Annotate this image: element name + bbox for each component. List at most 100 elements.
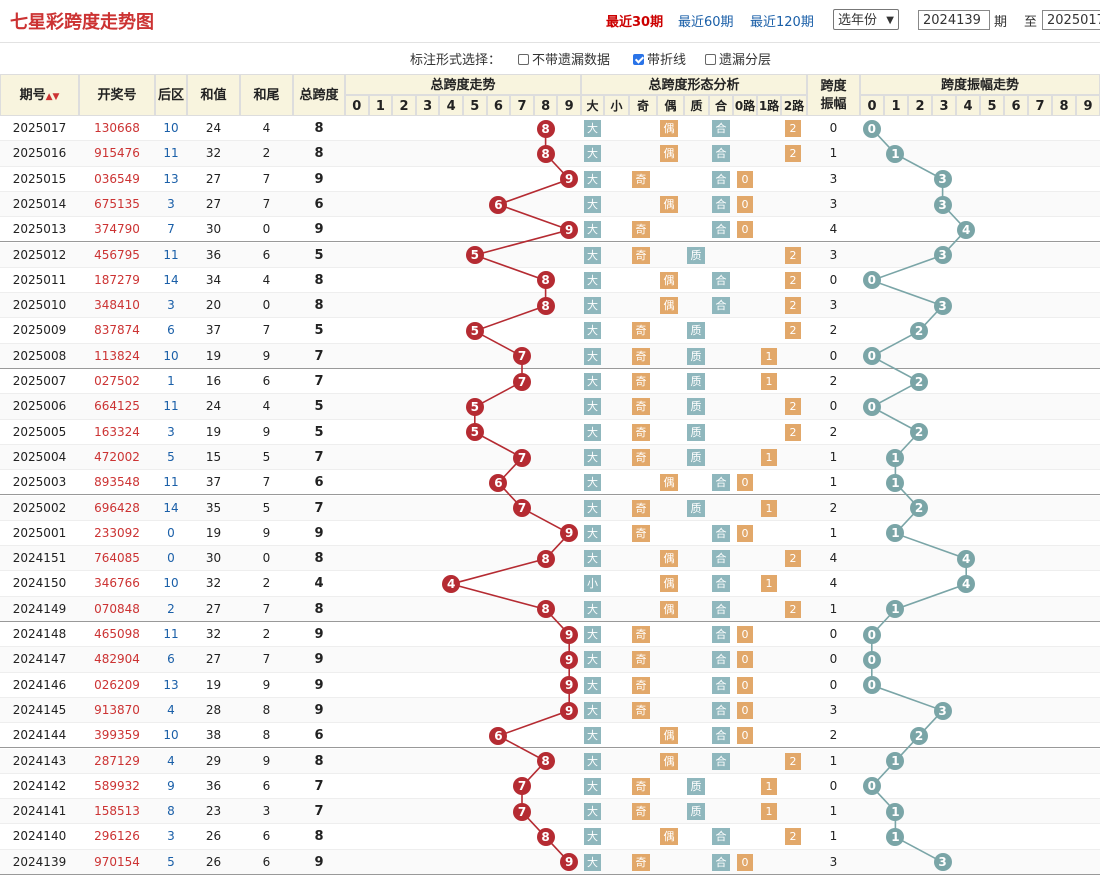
tail-cell: 7 <box>262 196 271 211</box>
form-road-tag: 2 <box>785 120 801 137</box>
amp-cell: 4 <box>829 222 838 237</box>
span-ball: 7 <box>513 499 531 518</box>
form-road-tag: 2 <box>785 550 801 568</box>
tail-cell: 2 <box>262 146 271 161</box>
tail-cell: 9 <box>262 525 271 540</box>
form-parity-tag: 偶 <box>660 600 678 618</box>
col-form: 总跨度形态分析 <box>581 74 807 95</box>
option-miss-layers[interactable]: 遗漏分层 <box>705 49 771 68</box>
form-road-tag: 0 <box>737 651 753 669</box>
amp-ball: 4 <box>957 220 976 239</box>
span-ball: 8 <box>536 271 555 290</box>
sum-cell: 36 <box>205 778 222 793</box>
table-row: 2025009 837874 6 37 7 5 2 大 奇 质 2 <box>0 318 1100 344</box>
issue-cell: 2025011 <box>12 272 67 287</box>
tail-cell: 5 <box>262 500 271 515</box>
form-parity-tag: 偶 <box>660 550 678 568</box>
span-ball: 8 <box>536 549 555 568</box>
issue-cell: 2024149 <box>12 601 67 616</box>
to-issue-input[interactable]: 2025017 <box>1042 10 1100 30</box>
draw-cell: 893548 <box>94 475 140 490</box>
sort-icon[interactable]: ▲▼ <box>45 92 60 102</box>
issue-cell: 2024147 <box>12 652 67 667</box>
draw-cell: 374790 <box>94 222 140 237</box>
form-col-head: 奇 <box>629 95 657 116</box>
amp-cell: 2 <box>829 728 838 743</box>
checkbox-checked-icon[interactable] <box>633 54 644 65</box>
form-size-tag: 大 <box>584 398 601 416</box>
form-size-tag: 大 <box>584 651 601 669</box>
amp-cell: 1 <box>829 601 838 616</box>
span-cell: 7 <box>314 374 324 389</box>
span-cell: 8 <box>314 121 324 136</box>
form-size-tag: 大 <box>584 373 601 390</box>
issue-cell: 2025010 <box>12 298 67 313</box>
amp-cell: 2 <box>829 500 838 515</box>
tail-cell: 3 <box>262 804 271 819</box>
rear-cell: 13 <box>163 171 179 186</box>
tail-cell: 0 <box>262 298 271 313</box>
col-issue[interactable]: 期号▲▼ <box>0 74 79 116</box>
form-size-tag: 大 <box>584 170 601 188</box>
form-road-tag: 0 <box>737 853 753 871</box>
form-col-head: 大 <box>581 95 604 116</box>
sum-cell: 38 <box>205 728 222 743</box>
amp-ball: 4 <box>957 575 976 594</box>
rear-cell: 5 <box>167 854 175 869</box>
form-road-tag: 2 <box>785 398 801 416</box>
amp-digit-head: 8 <box>1052 95 1076 116</box>
rear-cell: 10 <box>163 728 179 743</box>
draw-cell: 764085 <box>94 551 140 566</box>
year-select[interactable]: 选年份 ▼ <box>833 9 899 30</box>
checkbox-icon[interactable] <box>705 54 716 65</box>
table-row: 2024146 026209 13 19 9 9 0 大奇合 0 <box>0 672 1100 698</box>
amp-cell: 1 <box>829 449 838 464</box>
nav-recent-60[interactable]: 最近60期 <box>678 15 734 30</box>
amp-cell: 0 <box>829 677 838 692</box>
form-size-tag: 大 <box>584 626 601 643</box>
nav-recent-120[interactable]: 最近120期 <box>750 15 814 30</box>
form-road-tag: 1 <box>761 448 777 466</box>
span-ball: 6 <box>489 726 508 745</box>
form-road-tag: 1 <box>761 499 777 517</box>
rear-cell: 10 <box>163 121 179 135</box>
form-prime-tag: 合 <box>712 676 730 694</box>
option-no-miss[interactable]: 不带遗漏数据 <box>518 49 610 68</box>
table-row: 2025004 472002 5 15 5 7 1 大 奇 质 1 <box>0 444 1100 471</box>
amp-digit-head: 3 <box>932 95 956 116</box>
span-ball: 7 <box>513 777 531 796</box>
amp-cell: 3 <box>829 171 838 186</box>
form-parity-tag: 奇 <box>632 626 650 643</box>
sum-cell: 24 <box>205 121 222 135</box>
span-cell: 9 <box>314 702 324 718</box>
amp-ball: 2 <box>910 423 928 442</box>
form-prime-tag: 合 <box>712 626 730 643</box>
checkbox-icon[interactable] <box>518 54 529 65</box>
amp-ball: 0 <box>862 777 881 796</box>
form-road-tag: 0 <box>737 524 753 542</box>
from-issue-input[interactable]: 2024139 <box>918 10 990 30</box>
issue-cell: 2024143 <box>12 753 67 768</box>
issue-cell: 2024140 <box>12 829 67 844</box>
form-prime-tag: 合 <box>712 853 730 871</box>
form-parity-tag: 奇 <box>632 373 650 390</box>
amp-ball: 2 <box>910 372 928 391</box>
form-prime-tag: 合 <box>712 727 730 745</box>
col-rear: 后区 <box>155 74 187 116</box>
year-select-value: 选年份 <box>838 13 878 28</box>
form-prime-tag: 合 <box>712 524 730 542</box>
option-polyline[interactable]: 带折线 <box>633 49 686 68</box>
amp-cell: 3 <box>829 196 838 211</box>
amp-cell: 0 <box>829 348 838 363</box>
span-ball: 8 <box>536 600 555 619</box>
form-parity-tag: 偶 <box>660 145 678 163</box>
issue-cell: 2025013 <box>12 222 67 237</box>
span-ball: 8 <box>536 144 555 163</box>
form-col-head: 2路 <box>781 95 807 116</box>
rear-cell: 13 <box>163 677 179 692</box>
nav-recent-30[interactable]: 最近30期 <box>606 15 664 30</box>
sum-cell: 32 <box>205 146 222 161</box>
tail-cell: 6 <box>262 778 271 793</box>
form-road-tag: 0 <box>737 170 753 188</box>
form-prime-tag: 质 <box>687 423 705 441</box>
